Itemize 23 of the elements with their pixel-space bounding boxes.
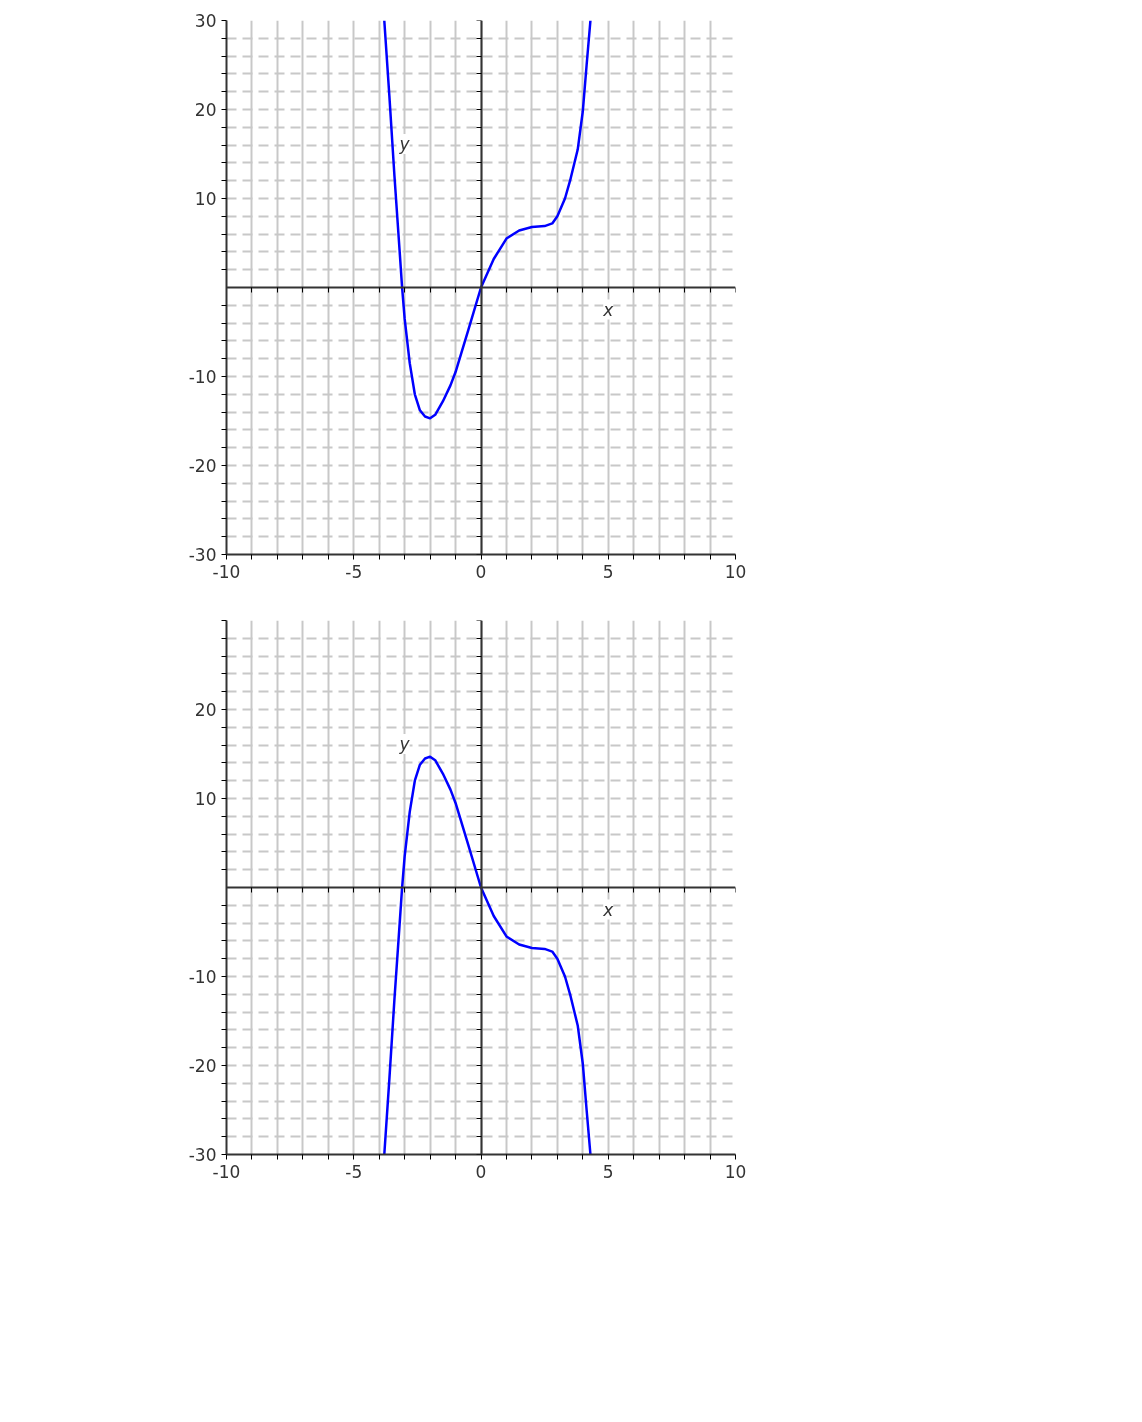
y-tick-label: -10: [188, 367, 217, 387]
x-tick-label: -5: [345, 1161, 363, 1182]
x-tick-label: 0: [475, 561, 487, 582]
y-tick-label: 20: [194, 700, 217, 720]
y-tick-label: 30: [194, 11, 217, 31]
x-axis-title: x: [602, 299, 615, 320]
x-tick-label: 5: [602, 1161, 614, 1182]
x-tick-label: 0: [475, 1161, 487, 1182]
y-axis-title: y: [398, 734, 411, 754]
y-tick-label: 10: [194, 789, 217, 809]
y-axis-title: y: [398, 134, 411, 154]
x-tick-label: 10: [724, 561, 747, 582]
line-series: [383, 755, 592, 1155]
y-tick-label: 20: [194, 100, 217, 120]
y-tick-label: 10: [194, 189, 217, 209]
x-tick-label: 5: [602, 561, 614, 582]
line-series: [383, 20, 592, 420]
y-tick-label: -10: [188, 967, 217, 987]
x-axis-title: x: [602, 899, 615, 920]
y-tick-label: -20: [188, 456, 217, 476]
x-tick-label: -5: [345, 561, 363, 582]
y-tick-label: -20: [188, 1056, 217, 1076]
x-tick-label: 10: [724, 1161, 747, 1182]
